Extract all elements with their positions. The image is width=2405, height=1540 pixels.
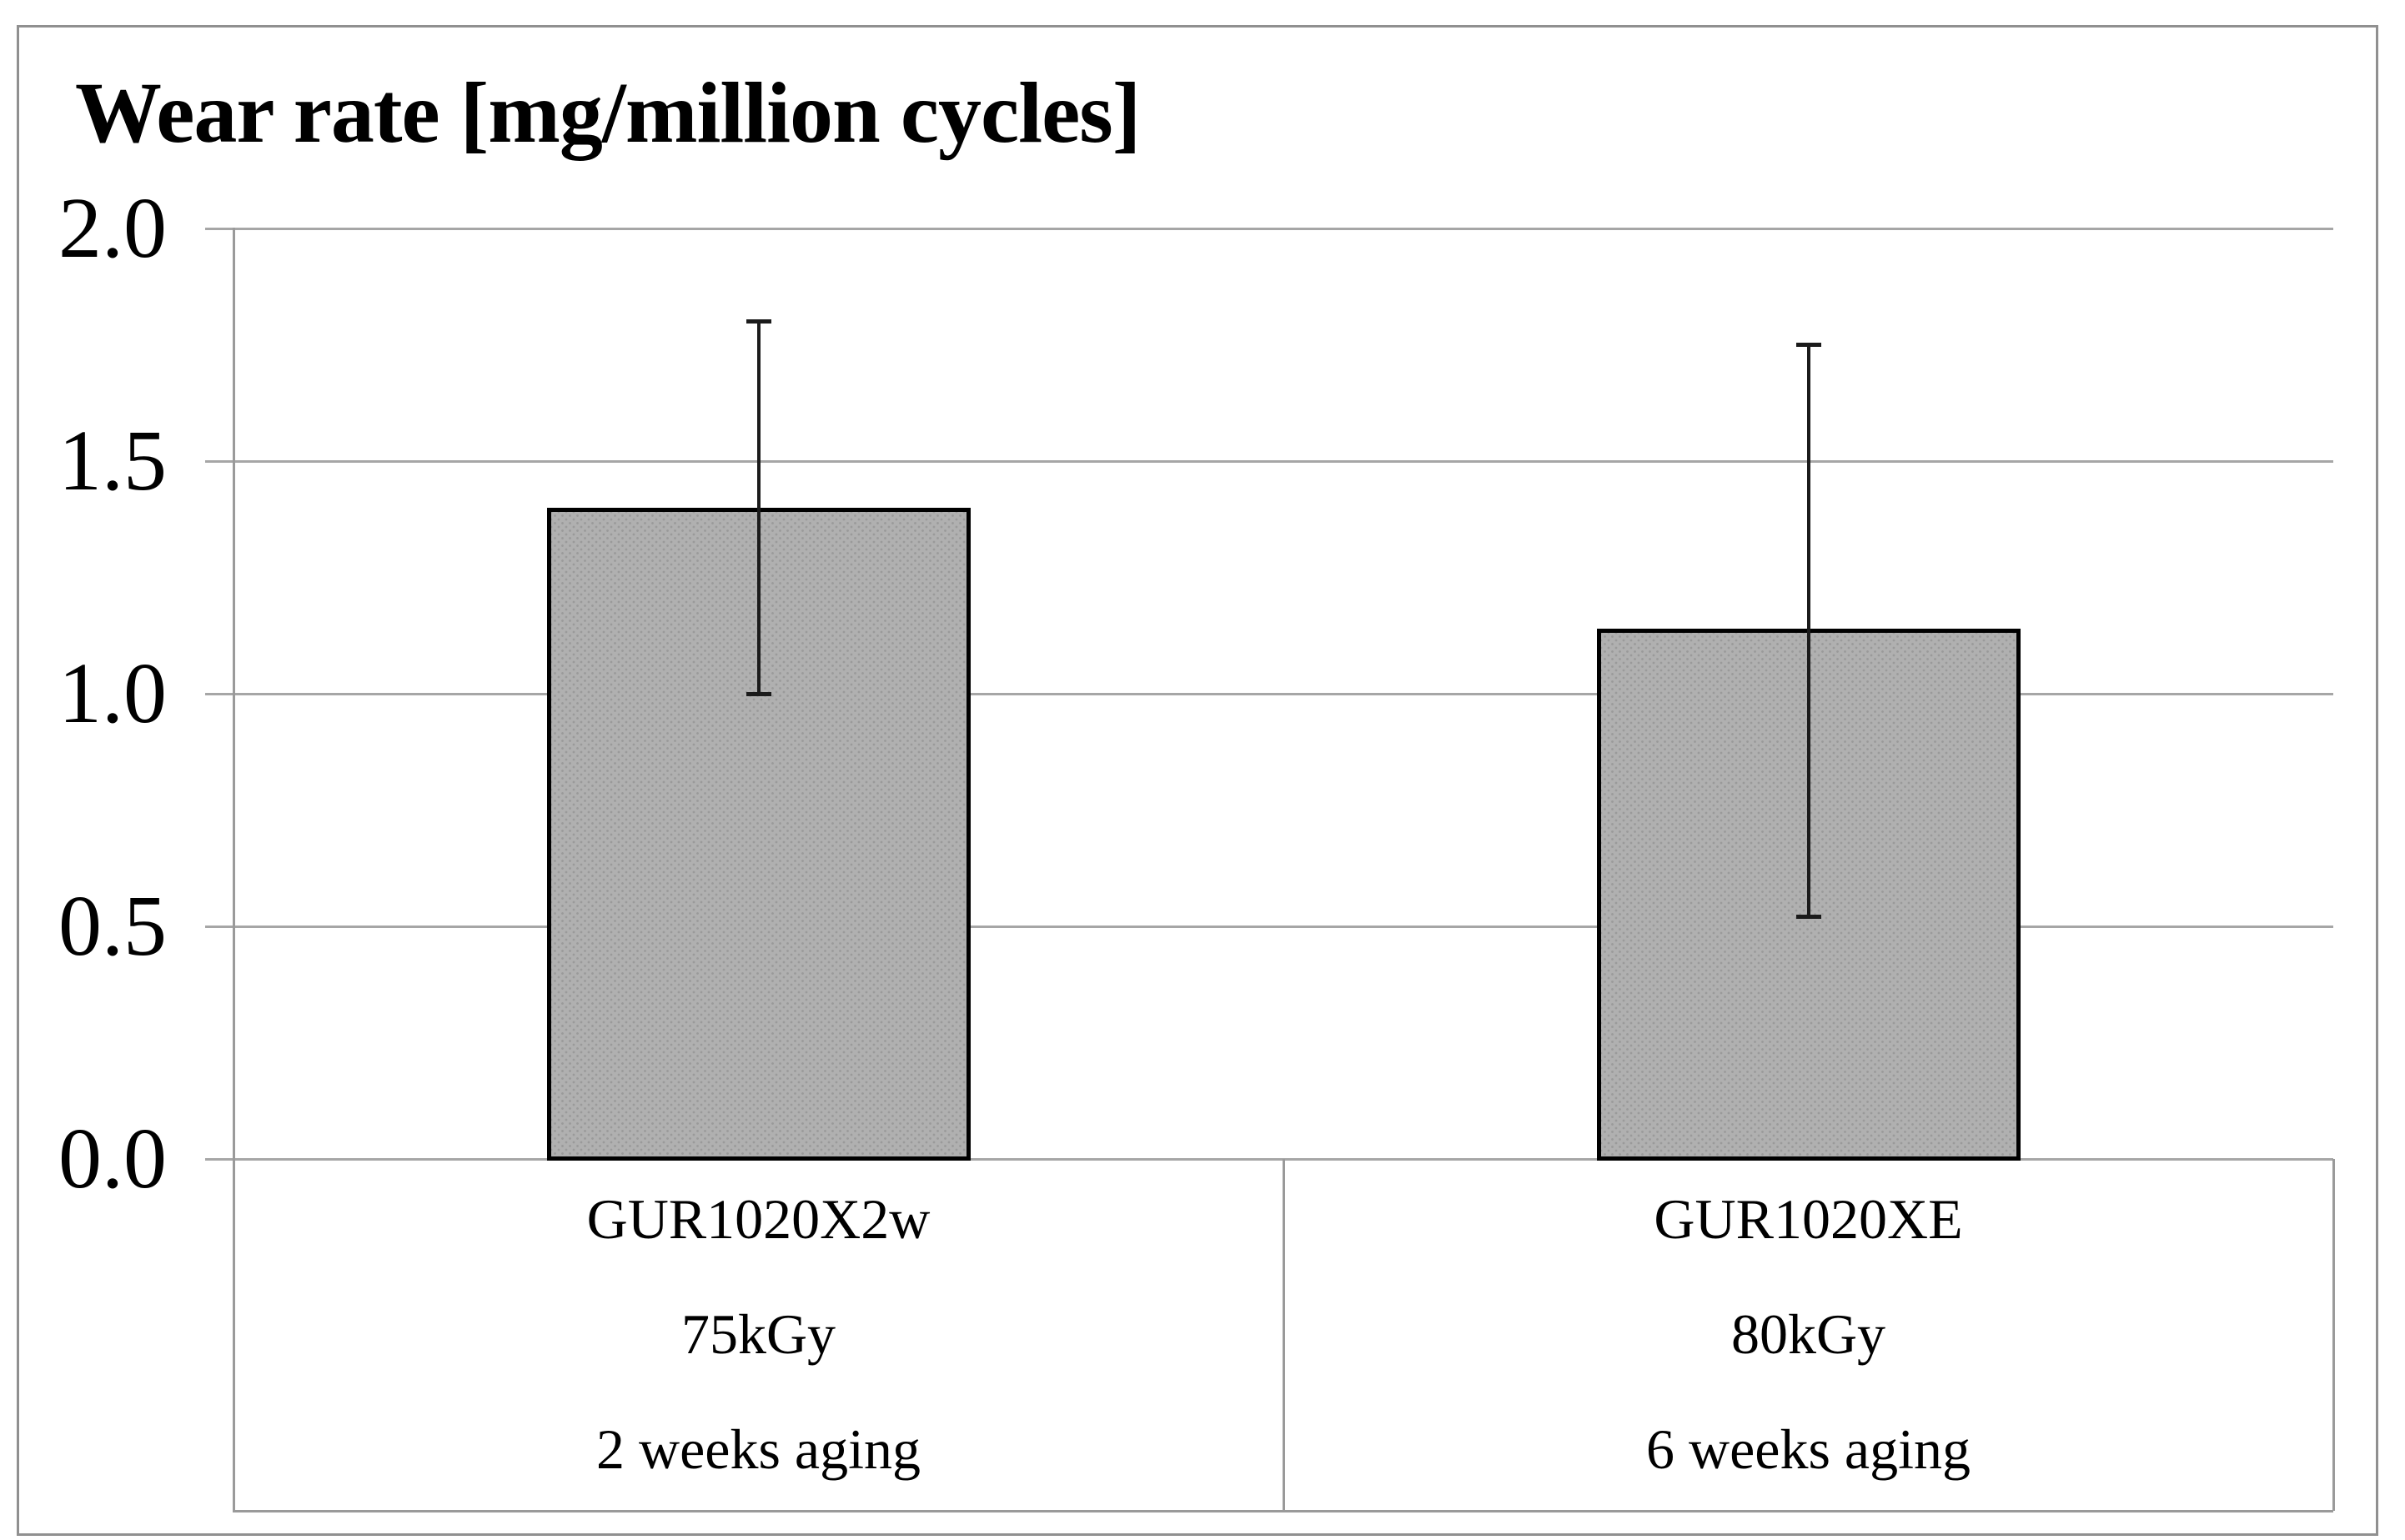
y-axis-tick-label: 0.5 (58, 878, 167, 974)
gridline (205, 692, 2333, 695)
error-bar-stem (756, 321, 761, 694)
chart-title: Wear rate [mg/million cycles] (75, 65, 1141, 161)
y-axis-tick-label: 1.0 (58, 645, 167, 741)
error-bar-cap-bottom (746, 691, 771, 696)
y-axis-tick-label: 1.5 (58, 413, 167, 509)
error-bar-stem (1806, 344, 1810, 917)
y-axis-tick-label: 2.0 (58, 180, 167, 276)
gridline (205, 227, 2333, 230)
y-axis-tick-label: 0.0 (58, 1111, 167, 1206)
gridline (205, 1157, 2333, 1161)
error-bar-cap-bottom (1795, 915, 1821, 920)
category-label: 6 weeks aging (1645, 1417, 1971, 1481)
y-axis-line (232, 227, 235, 1512)
category-label: 80kGy (1730, 1302, 1886, 1366)
error-bar-cap-top (746, 319, 771, 324)
category-area-right-line (2332, 1159, 2335, 1511)
category-separator-line (1282, 1159, 1285, 1511)
category-label: 75kGy (680, 1302, 836, 1366)
bar (546, 507, 971, 1161)
gridline (205, 925, 2333, 928)
figure-border (17, 25, 2378, 1536)
category-area-bottom-line (233, 1509, 2333, 1512)
error-bar-cap-top (1795, 343, 1821, 347)
category-label: 2 weeks aging (595, 1417, 921, 1481)
gridline (205, 459, 2333, 463)
category-label: GUR1020XE (1654, 1187, 1963, 1251)
category-label: GUR1020X2w (586, 1187, 931, 1251)
